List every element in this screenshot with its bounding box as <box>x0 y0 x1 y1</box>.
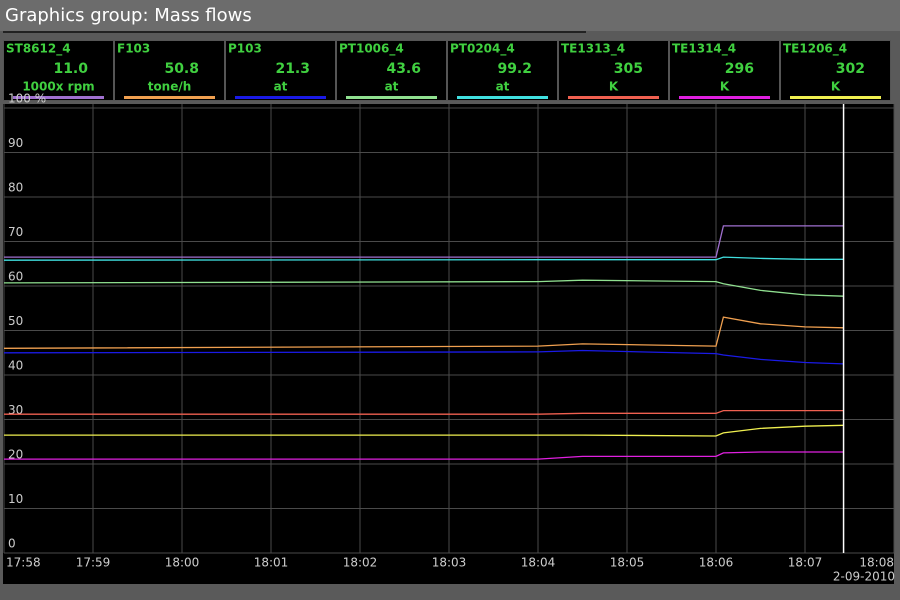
x-tick-label: 18:01 <box>254 556 289 570</box>
channel-reading: 99.2 <box>497 61 532 77</box>
y-tick-label: 80 <box>8 181 23 195</box>
y-tick-label: 60 <box>8 270 23 284</box>
channel-reading: 296 <box>725 61 754 77</box>
series-line <box>3 279 844 297</box>
channel-color-bar <box>679 96 770 99</box>
channel-unit: K <box>609 80 619 94</box>
channel-tag: PT0204_4 <box>450 42 515 57</box>
date-label: 2-09-2010 <box>833 570 895 584</box>
channel-reading: 43.6 <box>386 61 421 77</box>
channel-unit: at <box>274 80 288 94</box>
y-tick-label: 90 <box>8 136 23 150</box>
channel-tag: F103 <box>117 42 150 56</box>
x-tick-label: 18:00 <box>165 556 200 570</box>
title-bar <box>0 0 900 31</box>
series-line <box>3 256 844 261</box>
channel-color-bar <box>124 96 215 99</box>
channel-color-bar <box>346 96 437 99</box>
channel-tag: ST8612_4 <box>6 42 71 57</box>
channel-color-bar <box>790 96 881 99</box>
channel-unit: tone/h <box>148 80 192 94</box>
y-tick-label: 10 <box>8 492 23 506</box>
x-tick-label: 18:02 <box>343 556 378 570</box>
channel-box <box>225 40 336 101</box>
x-tick-label: 18:08 <box>859 556 894 570</box>
channel-reading: 305 <box>614 61 643 77</box>
channel-tag: TE1206_4 <box>783 42 847 57</box>
y-tick-label: 100 % <box>8 92 46 106</box>
channel-tag: P103 <box>228 42 262 56</box>
series-line <box>4 409 844 415</box>
channel-color-bar <box>235 96 326 99</box>
channel-unit: K <box>720 80 730 94</box>
channel-unit: at <box>385 80 399 94</box>
channel-box <box>447 40 558 101</box>
channel-box <box>3 40 114 101</box>
channel-box <box>558 40 669 101</box>
y-tick-label: 40 <box>8 359 23 373</box>
channel-box <box>114 40 225 101</box>
x-tick-label: 18:04 <box>521 556 556 570</box>
channel-box <box>780 40 891 101</box>
y-tick-label: 50 <box>8 314 23 328</box>
channel-unit: at <box>496 80 510 94</box>
window-title: Graphics group: Mass flows <box>5 5 252 26</box>
series-line <box>4 424 844 437</box>
x-tick-label: 18:07 <box>788 556 823 570</box>
channel-box <box>669 40 780 101</box>
channel-color-bar <box>568 96 659 99</box>
y-tick-label: 20 <box>8 448 23 462</box>
x-tick-label: 18:06 <box>699 556 734 570</box>
channel-unit: K <box>831 80 841 94</box>
x-tick-label: 18:05 <box>610 556 645 570</box>
channel-reading: 21.3 <box>275 61 310 77</box>
x-tick-label: 17:59 <box>76 556 111 570</box>
x-tick-label: 17:58 <box>6 556 41 570</box>
channel-reading: 11.0 <box>53 61 88 77</box>
channel-reading: 50.8 <box>164 61 199 77</box>
channel-tag: TE1313_4 <box>561 42 625 57</box>
channel-reading: 302 <box>836 61 865 77</box>
channel-box <box>336 40 447 101</box>
channel-tag: PT1006_4 <box>339 42 404 57</box>
channel-unit: 1000x rpm <box>22 80 94 94</box>
series-line <box>4 225 844 258</box>
y-tick-label: 70 <box>8 225 23 239</box>
y-tick-label: 0 <box>8 537 16 551</box>
series-line <box>3 316 844 349</box>
channel-color-bar <box>457 96 548 99</box>
channel-tag: TE1314_4 <box>672 42 736 57</box>
channel-color-bar <box>13 96 104 99</box>
x-tick-label: 18:03 <box>432 556 467 570</box>
y-tick-label: 30 <box>8 403 23 417</box>
series-line <box>4 451 844 460</box>
series-line <box>3 349 844 365</box>
